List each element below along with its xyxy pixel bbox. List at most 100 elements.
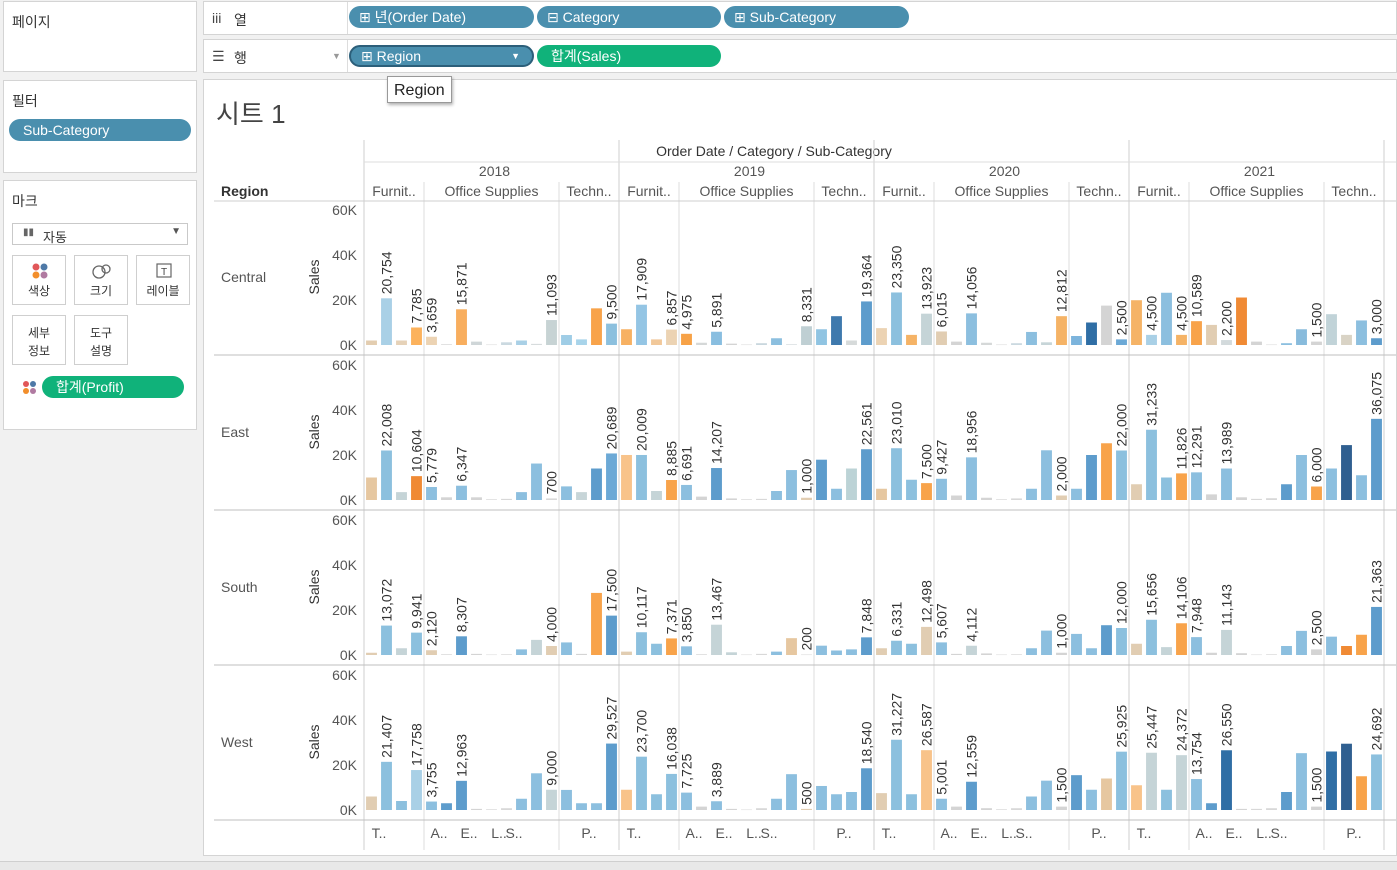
y-tick-label: 20K xyxy=(332,447,358,463)
bar-West-2018-0 xyxy=(366,796,377,810)
y-tick-label: 60K xyxy=(332,512,358,528)
pages-panel: 페이지 xyxy=(3,1,197,72)
bar-East-2020-8 xyxy=(996,499,1007,500)
size-button[interactable]: 크기 xyxy=(74,255,128,305)
bar-West-2019-13 xyxy=(816,785,827,810)
rows-shelf: ☰ 행 ▼ ⊞ Region ▼ 합계(Sales) xyxy=(203,39,1397,73)
year-header-2020: 2020 xyxy=(989,163,1020,179)
bar-value-label: 7,371 xyxy=(664,599,680,634)
bar-Central-2019-6 xyxy=(711,331,722,345)
bar-West-2018-15 xyxy=(591,803,602,810)
bar-Central-2021-8 xyxy=(1251,341,1262,345)
mark-type-dropdown[interactable]: ▮▮ 자동 ▼ xyxy=(12,223,188,245)
sub-category-label: T.. xyxy=(627,825,642,841)
bar-West-2018-16 xyxy=(606,743,617,810)
bar-South-2020-1 xyxy=(891,640,902,655)
bar-value-label: 1,500 xyxy=(1309,302,1325,337)
bar-East-2019-1 xyxy=(636,454,647,500)
column-pill-sub-category[interactable]: ⊞ Sub-Category xyxy=(724,6,909,28)
bar-value-label: 500 xyxy=(799,781,815,805)
bar-West-2021-4 xyxy=(1191,779,1202,810)
bar-East-2021-9 xyxy=(1266,498,1277,500)
bar-Central-2021-0 xyxy=(1131,300,1142,345)
bar-West-2021-5 xyxy=(1206,803,1217,810)
bar-West-2018-8 xyxy=(486,809,497,810)
filter-pill-sub-category[interactable]: Sub-Category xyxy=(9,119,191,141)
bar-value-label: 16,038 xyxy=(664,727,680,770)
bar-South-2021-4 xyxy=(1191,637,1202,655)
tooltip-button[interactable]: 도구 설명 xyxy=(74,315,128,365)
bar-value-label: 13,467 xyxy=(709,578,725,621)
bar-East-2019-16 xyxy=(861,449,872,500)
color-button[interactable]: 색상 xyxy=(12,255,66,305)
bar-Central-2018-2 xyxy=(396,340,407,345)
row-pill-region[interactable]: ⊞ Region ▼ xyxy=(349,45,534,67)
category-header-2021-2: Techn.. xyxy=(1331,183,1376,199)
bar-value-label: 22,561 xyxy=(859,402,875,445)
bar-Central-2019-4 xyxy=(681,333,692,345)
bar-Central-2020-12 xyxy=(1056,316,1067,345)
bar-value-label: 22,008 xyxy=(379,403,395,446)
filters-title: 필터 xyxy=(12,93,38,109)
bar-West-2020-0 xyxy=(876,793,887,810)
bar-West-2018-14 xyxy=(576,803,587,810)
bar-value-label: 20,009 xyxy=(634,408,650,451)
color-pill-profit[interactable]: 합계(Profit) xyxy=(42,376,184,398)
bar-West-2021-15 xyxy=(1356,776,1367,810)
detail-button[interactable]: 세부 정보 xyxy=(12,315,66,365)
column-pill-year[interactable]: ⊞ 년(Order Date) xyxy=(349,6,534,28)
bar-Central-2020-0 xyxy=(876,328,887,345)
bar-value-label: 2,120 xyxy=(424,611,440,646)
column-pill-year-text: 년(Order Date) xyxy=(374,9,467,25)
bar-West-2019-9 xyxy=(756,808,767,810)
tooltip-button-label-2: 설명 xyxy=(89,344,113,358)
bar-West-2020-9 xyxy=(1011,808,1022,810)
bar-East-2020-10 xyxy=(1026,488,1037,500)
row-pill-sales[interactable]: 합계(Sales) xyxy=(537,45,721,67)
sub-category-label: A.. xyxy=(685,825,702,841)
column-pill-category[interactable]: ⊟ Category xyxy=(537,6,721,28)
bar-East-2020-16 xyxy=(1116,450,1127,500)
axis-title-sales: Sales xyxy=(306,259,322,294)
axis-title-sales: Sales xyxy=(306,724,322,759)
bar-value-label: 8,331 xyxy=(799,287,815,322)
bar-South-2018-5 xyxy=(441,654,452,655)
bar-value-label: 22,000 xyxy=(1114,403,1130,446)
bar-value-label: 2,500 xyxy=(1114,300,1130,335)
category-header-2018-0: Furnit.. xyxy=(372,183,416,199)
bar-value-label: 5,607 xyxy=(934,603,950,638)
bar-value-label: 25,447 xyxy=(1144,706,1160,749)
region-tooltip: Region xyxy=(387,76,452,103)
bar-East-2019-6 xyxy=(711,468,722,500)
bar-Central-2021-7 xyxy=(1236,297,1247,345)
bar-Central-2021-13 xyxy=(1326,314,1337,345)
category-header-2018-1: Office Supplies xyxy=(445,183,539,199)
bar-East-2019-10 xyxy=(771,491,782,500)
bar-Central-2018-12 xyxy=(546,320,557,345)
bar-East-2018-0 xyxy=(366,477,377,500)
sub-category-label: L.. xyxy=(491,825,507,841)
bar-Central-2019-5 xyxy=(696,342,707,345)
bar-Central-2021-1 xyxy=(1146,334,1157,345)
bar-East-2021-1 xyxy=(1146,429,1157,500)
bar-Central-2020-16 xyxy=(1116,339,1127,345)
bar-South-2018-13 xyxy=(561,642,572,655)
bar-West-2018-1 xyxy=(381,761,392,810)
bar-West-2021-2 xyxy=(1161,789,1172,810)
bar-value-label: 7,725 xyxy=(679,753,695,788)
bar-East-2019-12 xyxy=(801,497,812,500)
bar-West-2018-7 xyxy=(471,808,482,810)
category-header-2021-0: Furnit.. xyxy=(1137,183,1181,199)
bar-Central-2021-5 xyxy=(1206,324,1217,345)
bar-South-2019-14 xyxy=(831,650,842,655)
bar-East-2020-11 xyxy=(1041,450,1052,500)
bar-South-2020-10 xyxy=(1026,648,1037,655)
bar-East-2019-9 xyxy=(756,498,767,500)
bar-West-2018-11 xyxy=(531,773,542,810)
y-tick-label: 20K xyxy=(332,757,358,773)
bar-South-2020-9 xyxy=(1011,654,1022,655)
label-button[interactable]: T 레이블 xyxy=(136,255,190,305)
bar-West-2018-9 xyxy=(501,808,512,810)
bar-Central-2020-1 xyxy=(891,292,902,345)
bar-value-label: 20,689 xyxy=(604,406,620,449)
